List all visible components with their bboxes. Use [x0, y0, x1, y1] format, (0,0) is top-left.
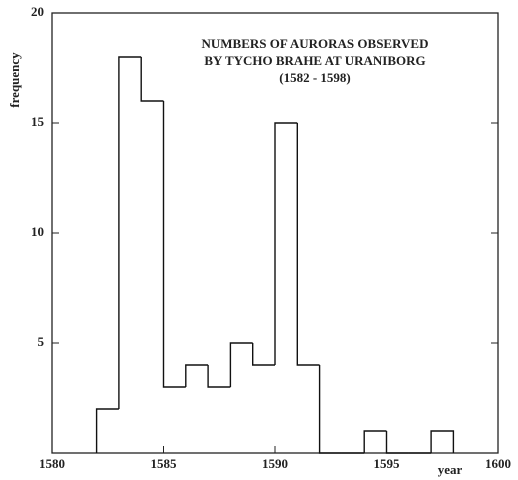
- y-tick-label: 5: [38, 334, 45, 349]
- histogram-bar: [252, 343, 275, 366]
- histogram-bar: [385, 431, 409, 454]
- histogram-bar: [430, 430, 455, 453]
- histogram-bar: [118, 56, 142, 409]
- chart-title: BY TYCHO BRAHE AT URANIBORG: [204, 53, 425, 68]
- x-tick-label: 1580: [39, 456, 65, 471]
- histogram-bar: [162, 101, 186, 388]
- histogram-bar: [274, 122, 298, 365]
- y-tick-label: 20: [31, 4, 44, 19]
- x-tick-label: 1600: [485, 456, 511, 471]
- y-tick-label: 15: [31, 114, 45, 129]
- histogram-bar: [296, 123, 320, 366]
- x-tick-label: 1590: [262, 456, 288, 471]
- histogram-bar: [363, 430, 387, 453]
- y-tick-label: 10: [31, 224, 44, 239]
- histogram-bar: [140, 57, 164, 102]
- histogram-bar: [229, 342, 253, 387]
- chart-title: NUMBERS OF AURORAS OBSERVED: [202, 36, 429, 51]
- x-tick-label: 1585: [151, 456, 178, 471]
- histogram-bar: [185, 364, 209, 387]
- histogram-bar: [318, 365, 342, 454]
- histogram-bar: [207, 365, 231, 388]
- x-tick-label: 1595: [374, 456, 401, 471]
- histogram-bar: [95, 408, 119, 453]
- x-axis-label: year: [438, 462, 463, 477]
- y-axis-label: frequency: [7, 52, 22, 108]
- chart-title: (1582 - 1598): [279, 70, 351, 85]
